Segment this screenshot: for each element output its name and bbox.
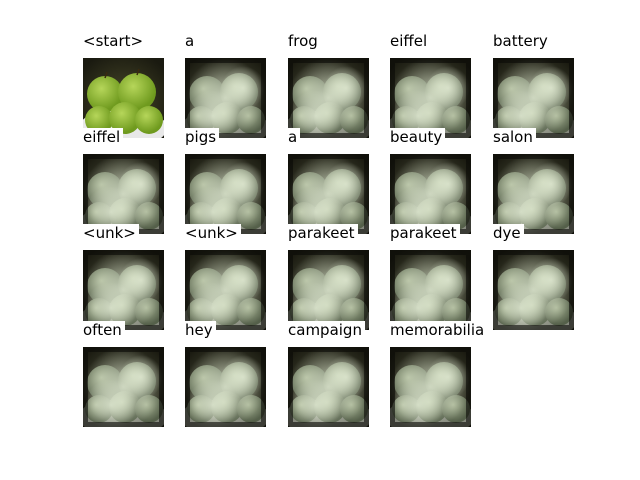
- token-word-label: parakeet: [390, 224, 460, 242]
- token-cell: eiffel: [390, 32, 471, 138]
- token-word-label: often: [83, 321, 125, 339]
- token-word-label: parakeet: [288, 224, 358, 242]
- attention-map-image: [288, 347, 369, 427]
- input-image: [83, 58, 164, 138]
- token-cell: hey: [185, 321, 266, 427]
- token-cell: frog: [288, 32, 369, 138]
- token-word-label: frog: [288, 32, 321, 50]
- token-word-label: eiffel: [83, 128, 124, 146]
- token-word-label: <unk>: [83, 224, 139, 242]
- token-word-label: eiffel: [390, 32, 431, 50]
- token-word-label: <unk>: [185, 224, 241, 242]
- token-word-label: a: [185, 32, 198, 50]
- token-word-label: hey: [185, 321, 216, 339]
- token-cell: a: [185, 32, 266, 138]
- attention-map-image: [493, 154, 574, 234]
- token-word-label: salon: [493, 128, 536, 146]
- token-cell: <start>: [83, 32, 164, 138]
- token-cell: campaign: [288, 321, 369, 427]
- token-cell: pigs: [185, 128, 266, 234]
- attention-map-image: [390, 58, 471, 138]
- token-word-label: <start>: [83, 32, 147, 50]
- attention-map-image: [83, 154, 164, 234]
- attention-map-image: [185, 154, 266, 234]
- token-cell: parakeet: [288, 224, 369, 330]
- token-word-label: dye: [493, 224, 524, 242]
- token-cell: dye: [493, 224, 574, 330]
- token-cell: battery: [493, 32, 574, 138]
- token-word-label: pigs: [185, 128, 220, 146]
- attention-map-image: [493, 250, 574, 330]
- attention-map-image: [493, 58, 574, 138]
- attention-map-image: [83, 347, 164, 427]
- attention-map-image: [288, 58, 369, 138]
- attention-map-image: [185, 250, 266, 330]
- attention-map-image: [185, 58, 266, 138]
- attention-map-image: [390, 347, 471, 427]
- token-cell: often: [83, 321, 164, 427]
- token-word-label: beauty: [390, 128, 446, 146]
- attention-map-image: [83, 250, 164, 330]
- token-cell: salon: [493, 128, 574, 234]
- token-word-label: a: [288, 128, 301, 146]
- token-cell: parakeet: [390, 224, 471, 330]
- token-word-label: memorabilia: [390, 321, 488, 339]
- token-cell: beauty: [390, 128, 471, 234]
- token-cell: eiffel: [83, 128, 164, 234]
- token-cell: memorabilia: [390, 321, 488, 427]
- attention-map-image: [288, 250, 369, 330]
- attention-map-image: [390, 154, 471, 234]
- token-word-label: campaign: [288, 321, 365, 339]
- attention-map-image: [390, 250, 471, 330]
- token-cell: <unk>: [185, 224, 266, 330]
- attention-map-image: [185, 347, 266, 427]
- token-cell: a: [288, 128, 369, 234]
- token-word-label: battery: [493, 32, 551, 50]
- token-cell: <unk>: [83, 224, 164, 330]
- attention-map-image: [288, 154, 369, 234]
